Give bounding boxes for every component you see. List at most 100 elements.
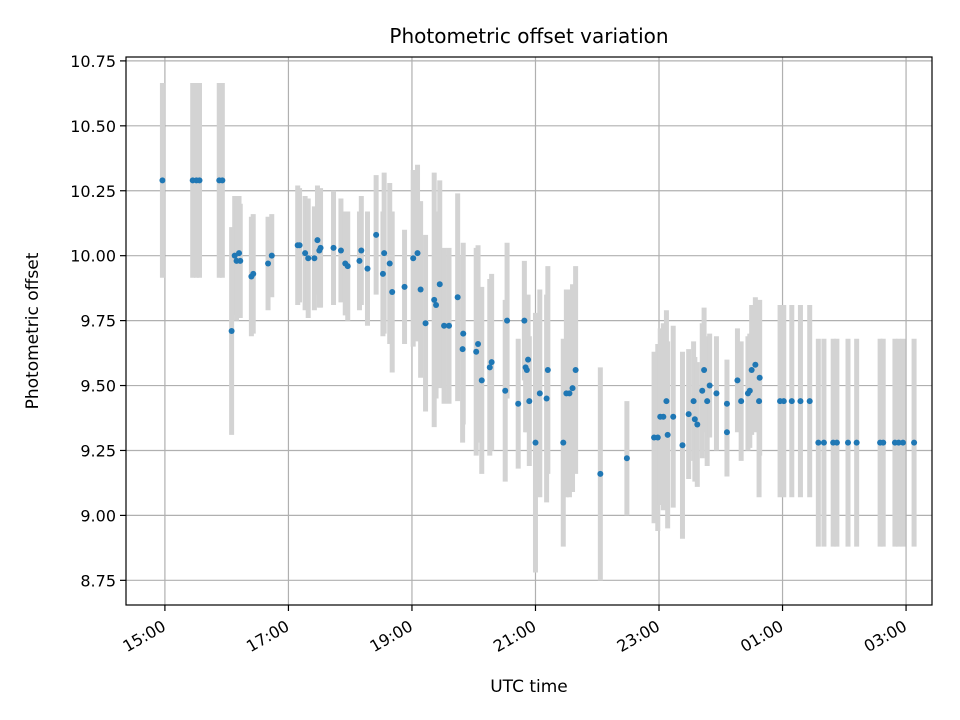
data-point [436,281,443,288]
data-point [797,398,804,405]
y-axis-label: Photometric offset [23,252,43,409]
data-point [833,439,840,446]
data-point [748,366,755,373]
data-point [381,250,388,257]
plot-frame [125,56,933,606]
data-point [723,400,730,407]
data-point [237,257,244,264]
data-point [473,348,480,355]
data-point [231,252,238,259]
data-point [410,255,417,262]
data-point [356,257,363,264]
data-point [460,330,467,337]
data-point [525,356,532,363]
data-point [880,439,887,446]
data-point [478,377,485,384]
data-point [414,250,421,257]
data-point [654,434,661,441]
data-point [543,395,550,402]
data-point [296,242,303,249]
y-tick-label: 9.75 [80,312,116,331]
data-point [723,429,730,436]
data-point [219,177,226,184]
data-point [228,328,235,334]
data-point [691,416,698,423]
data-point [756,374,763,381]
data-point [268,252,275,259]
data-point [417,286,424,293]
x-axis-label: UTC time [490,677,568,697]
y-tick-label: 8.75 [80,571,116,590]
data-point [713,390,720,397]
data-point [911,439,918,446]
data-point [159,177,166,184]
data-point [389,289,396,296]
data-point [337,247,344,254]
data-point [746,387,753,394]
data-point [515,400,522,407]
data-point [422,320,429,327]
data-point [523,366,530,373]
data-point [780,398,787,405]
data-point [196,177,203,184]
data-point [706,382,713,389]
y-tick-label: 10.25 [70,182,116,201]
data-point [358,247,365,254]
data-point [679,442,686,449]
data-point [699,387,706,394]
data-point [302,250,309,257]
y-tick-label: 9.00 [80,506,116,525]
data-point [311,255,318,262]
data-point [895,439,902,446]
data-point [502,387,509,394]
data-point [701,366,708,373]
data-point [446,322,453,329]
data-point [690,398,697,405]
y-tick-label: 9.50 [80,377,116,396]
chart-title: Photometric offset variation [389,24,668,48]
data-point [566,390,573,397]
data-point [265,260,272,267]
data-point [756,398,763,405]
data-point [373,231,380,238]
data-point [694,421,701,428]
data-point [488,359,495,366]
data-point [386,260,393,267]
data-point [569,385,576,392]
data-point [660,413,667,420]
data-point [806,398,813,405]
data-point [664,431,671,438]
data-point [572,366,579,373]
data-point [597,470,604,477]
data-point [560,439,567,446]
data-point [663,398,670,405]
data-point [853,439,860,446]
data-point [820,439,827,446]
data-point [536,390,543,397]
data-point [250,270,257,277]
data-point [704,398,711,405]
data-point [314,237,321,244]
y-tick-label: 10.75 [70,52,116,71]
data-point [401,283,408,290]
data-point [236,250,243,257]
data-point [670,413,677,420]
data-point [364,265,371,272]
data-points [159,177,918,477]
data-point [544,366,551,373]
data-point [734,377,741,384]
y-tick-label: 10.00 [70,247,116,266]
data-point [788,398,795,405]
data-point [738,398,745,405]
data-point [441,322,448,329]
data-point [685,411,692,418]
data-point [526,398,533,405]
y-tick-label: 9.25 [80,441,116,460]
data-point [459,346,466,353]
data-point [899,439,906,446]
data-point [330,244,337,251]
data-point [521,317,528,324]
data-point [344,263,351,270]
data-point [815,439,822,446]
